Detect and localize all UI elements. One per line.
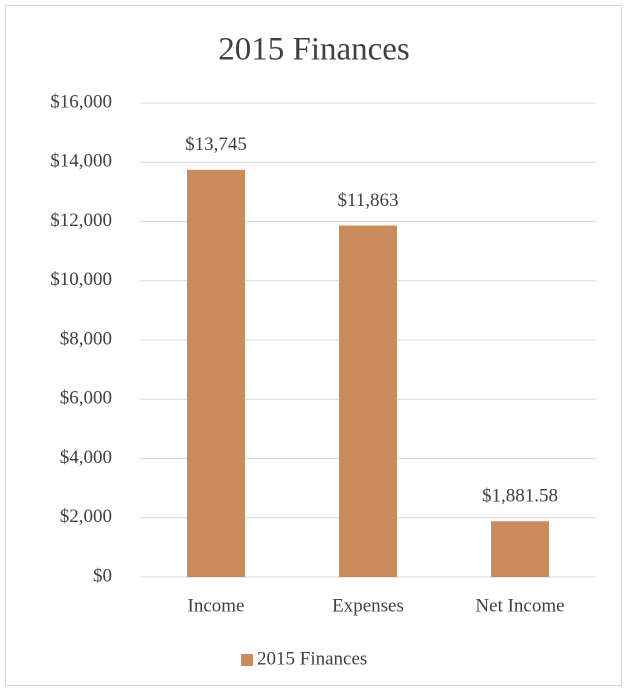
data-label: $11,863 [337,190,398,211]
y-tick-label: $14,000 [50,151,112,172]
y-tick-label: $2,000 [60,506,112,527]
y-tick-label: $0 [93,565,112,586]
y-tick-label: $4,000 [60,447,112,468]
x-tick-label: Expenses [332,595,404,616]
y-tick-label: $6,000 [60,388,112,409]
data-label: $13,745 [185,134,247,155]
x-tick-label: Net Income [475,595,564,616]
x-tick-label: Income [188,595,245,616]
data-label: $1,881.58 [482,486,558,507]
bar [339,225,397,577]
legend-label: 2015 Finances [257,648,367,669]
bar [491,521,549,577]
y-tick-label: $12,000 [50,210,112,231]
y-tick-label: $8,000 [60,328,112,349]
y-tick-label: $10,000 [50,269,112,290]
chart-title: 2015 Finances [218,32,410,68]
y-tick-label: $16,000 [50,91,112,112]
bar [187,169,245,577]
legend-swatch [241,654,253,666]
